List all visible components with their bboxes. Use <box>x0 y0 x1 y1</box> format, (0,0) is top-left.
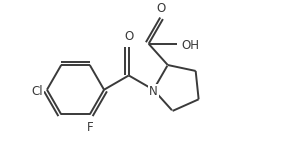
Text: N: N <box>149 85 158 98</box>
Text: Cl: Cl <box>32 85 43 98</box>
Text: O: O <box>156 2 166 15</box>
Text: O: O <box>124 30 133 43</box>
Text: OH: OH <box>181 39 199 52</box>
Text: F: F <box>86 121 93 134</box>
